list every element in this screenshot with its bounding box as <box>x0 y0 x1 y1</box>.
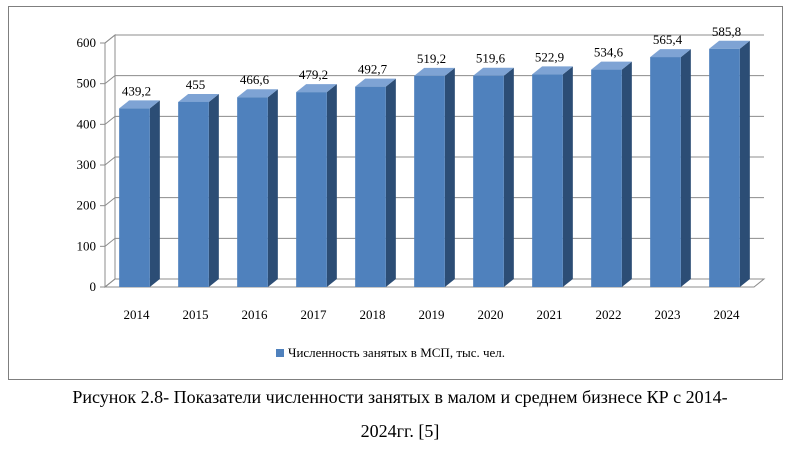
bars <box>119 40 750 288</box>
caption-line-2: 2024гг. [5] <box>360 421 440 441</box>
bar-side <box>739 40 750 288</box>
bar <box>296 84 337 287</box>
legend-label: Численность занятых в МСП, тыс. чел. <box>288 345 505 360</box>
bar-front <box>178 101 209 287</box>
bar <box>237 89 278 288</box>
bar-side <box>208 93 219 287</box>
bar-top <box>355 78 396 87</box>
bar-side <box>562 66 573 287</box>
data-label: 466,6 <box>240 72 270 87</box>
bar-chart: 0 100 200 300 400 500 600 2014 2015 2016 2017 2018… <box>77 24 766 360</box>
bar <box>119 100 160 287</box>
figure-caption: Рисунок 2.8- Показатели численности заня… <box>0 380 800 448</box>
bar-side <box>326 84 337 287</box>
bar-front <box>591 69 622 287</box>
bar-front <box>709 48 740 288</box>
bar <box>178 93 219 287</box>
bar-front <box>119 108 150 287</box>
y-tick-label: 0 <box>90 279 97 294</box>
x-tick-label: 2018 <box>360 307 386 322</box>
legend: Численность занятых в МСП, тыс. чел. <box>276 345 505 360</box>
gridline <box>104 34 764 44</box>
bar-front <box>414 75 445 287</box>
x-tick-label: 2019 <box>419 307 445 322</box>
x-tick-label: 2014 <box>124 307 151 322</box>
data-label: 519,6 <box>476 51 506 66</box>
bar-front <box>473 75 504 287</box>
bar <box>473 67 514 287</box>
data-label: 522,9 <box>535 49 564 64</box>
data-label: 455 <box>186 77 206 92</box>
data-label: 565,4 <box>653 32 683 47</box>
x-tick-label: 2015 <box>183 307 209 322</box>
y-tick-label: 500 <box>77 76 97 91</box>
data-label: 519,2 <box>417 51 446 66</box>
chart-frame: 0 100 200 300 400 500 600 2014 2015 2016 2017 2018… <box>8 6 783 380</box>
caption-line-1: Рисунок 2.8- Показатели численности заня… <box>72 387 728 407</box>
bar-top <box>591 61 632 70</box>
data-label: 492,7 <box>358 62 388 77</box>
bar-top <box>178 93 219 102</box>
bar-side <box>680 49 691 288</box>
y-tick-label: 400 <box>77 116 97 131</box>
x-tick-label: 2024 <box>714 307 741 322</box>
bar-side <box>444 67 455 287</box>
bar <box>709 40 750 288</box>
bar-top <box>119 100 160 109</box>
bar-front <box>355 86 386 287</box>
bar-side <box>385 78 396 287</box>
data-label: 479,2 <box>299 67 328 82</box>
bar-top <box>532 66 573 75</box>
bar <box>532 66 573 287</box>
x-tick-label: 2020 <box>478 307 504 322</box>
bar-top <box>473 67 514 76</box>
bar <box>355 78 396 287</box>
legend-swatch <box>276 349 284 357</box>
x-tick-label: 2017 <box>301 307 328 322</box>
y-tick-label: 200 <box>77 198 97 213</box>
x-tick-label: 2022 <box>596 307 622 322</box>
bar-side <box>503 67 514 287</box>
x-tick-label: 2023 <box>655 307 681 322</box>
bar <box>591 61 632 287</box>
bar-front <box>296 92 327 287</box>
bar <box>414 67 455 287</box>
y-tick-label: 600 <box>77 35 97 50</box>
data-label: 439,2 <box>122 83 151 98</box>
bar <box>650 49 691 288</box>
bar-side <box>149 100 160 287</box>
data-label: 534,6 <box>594 45 624 60</box>
x-axis-labels: 2014 2015 2016 2017 2018 2019 2020 2021 2022 2023… <box>124 307 741 322</box>
bar-top <box>237 89 278 98</box>
bar-top <box>709 40 750 49</box>
bar-side <box>621 61 632 287</box>
y-tick-label: 300 <box>77 157 97 172</box>
y-tick-label: 100 <box>77 238 97 253</box>
bar-top <box>296 84 337 93</box>
x-tick-label: 2016 <box>242 307 269 322</box>
bar-front <box>237 97 268 288</box>
data-label: 585,8 <box>712 24 741 39</box>
y-axis-ticks: 0 100 200 300 400 500 600 <box>77 35 106 294</box>
data-labels: 439,2 455 466,6 479,2 492,7 519,2 519,6 522,9 53… <box>122 24 741 99</box>
bar-top <box>414 67 455 76</box>
bar-front <box>532 74 563 287</box>
bar-side <box>267 89 278 288</box>
bar-front <box>650 57 681 288</box>
bar-top <box>650 49 691 58</box>
x-tick-label: 2021 <box>537 307 563 322</box>
